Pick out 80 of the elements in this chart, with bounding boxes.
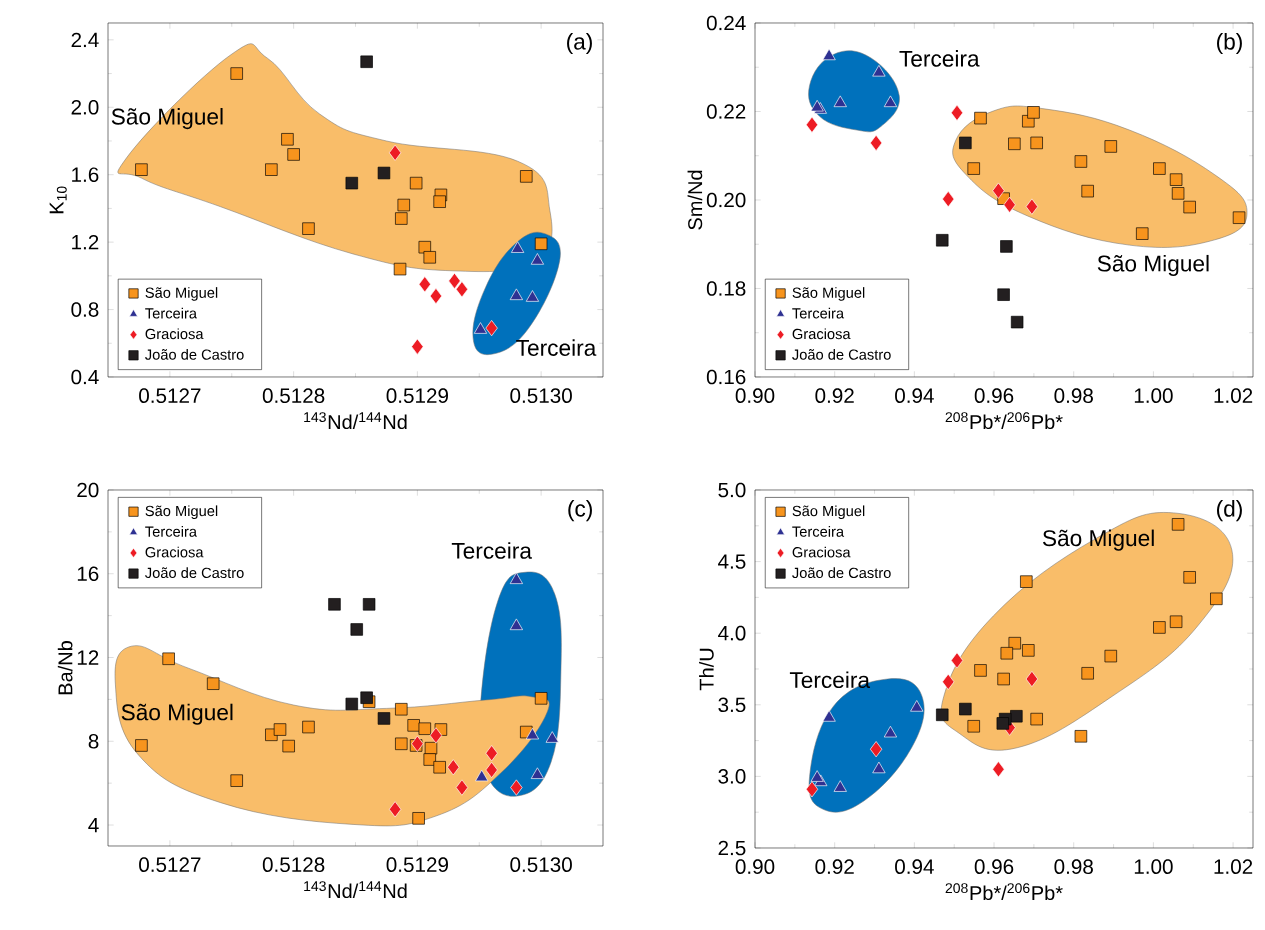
x-tick-label: 0.5127 [139, 388, 201, 403]
legend-label: Terceira [145, 526, 198, 537]
x-tick-label: 0.94 [895, 859, 934, 874]
y-tick-label: 0.4 [71, 369, 99, 385]
legend-label: Graciosa [792, 546, 851, 558]
x-tick-label: 0.92 [815, 859, 854, 874]
x-tick-label: 0.5127 [139, 857, 201, 872]
x-tick-label: 0.98 [1054, 859, 1093, 874]
x-tick-label: 1.02 [1214, 859, 1253, 874]
x-axis-title: $^{208}$Pb*/$^{206}$Pb* [945, 883, 1063, 901]
y-tick-label: 1.2 [72, 234, 99, 250]
x-tick-label: 1.00 [1134, 388, 1173, 403]
annotation: Terceira [516, 339, 597, 356]
y-tick-label: 2.4 [71, 32, 99, 48]
legend-label: Graciosa [145, 546, 204, 558]
legend-label: Terceira [792, 307, 845, 319]
y-axis-title: K$_{10}$ [49, 186, 67, 214]
y-tick-label: 3.0 [718, 769, 746, 784]
x-axis-title: $^{143}$Nd/$^{144}$Nd [304, 881, 407, 899]
legend-label: São Miguel [145, 505, 218, 520]
annotation: São Miguel [121, 703, 233, 725]
annotation: (d) [1217, 500, 1242, 522]
x-tick-label: 0.94 [895, 388, 934, 403]
y-axis-title: Sm/Nd [687, 170, 703, 230]
x-tick-label: 1.02 [1214, 388, 1253, 403]
x-tick-label: 0.96 [974, 388, 1014, 403]
y-tick-label: 16 [77, 566, 99, 582]
annotation: São Miguel [111, 108, 223, 130]
y-tick-label: 0.8 [71, 302, 99, 317]
y-axis-title: Th/U [699, 648, 714, 691]
y-axis-title: Ba/Nb [57, 641, 73, 695]
x-tick-label: 0.5130 [510, 857, 572, 872]
annotation: (a) [567, 33, 592, 55]
legend-label: São Miguel [145, 287, 218, 301]
y-tick-label: 4.0 [718, 625, 746, 641]
legend-label: Terceira [145, 307, 198, 319]
x-tick-label: 0.5128 [262, 388, 325, 403]
y-tick-label: 0.22 [706, 104, 746, 119]
legend-label: Graciosa [792, 328, 851, 340]
x-tick-label: 0.5129 [386, 857, 448, 872]
y-tick-label: 5.0 [718, 482, 746, 498]
legend-label: Graciosa [145, 328, 204, 340]
x-tick-label: 0.90 [735, 859, 775, 874]
annotation: Terceira [789, 671, 871, 689]
x-tick-label: 0.92 [815, 388, 854, 403]
x-tick-label: 0.5128 [262, 857, 325, 872]
legend-label: João de Castro [145, 567, 244, 579]
x-tick-label: 0.5130 [510, 388, 572, 403]
x-axis-title: $^{208}$Pb*/$^{206}$Pb* [945, 412, 1063, 430]
annotation: Terceira [899, 50, 980, 67]
legend-label: São Miguel [792, 505, 865, 520]
y-tick-label: 1.6 [72, 167, 99, 183]
annotation: (c) [568, 500, 592, 522]
legend-label: João de Castro [792, 349, 891, 360]
y-tick-label: 8 [88, 733, 99, 749]
annotation: São Miguel [1042, 529, 1154, 551]
y-tick-label: 2.0 [71, 99, 99, 115]
y-tick-label: 2.5 [718, 840, 746, 856]
x-tick-label: 0.96 [974, 859, 1014, 874]
y-tick-label: 0.16 [706, 369, 746, 385]
annotation: Terceira [451, 542, 532, 559]
y-tick-label: 12 [77, 650, 99, 665]
x-tick-label: 1.00 [1134, 859, 1173, 874]
y-tick-label: 0.20 [706, 192, 746, 208]
annotation: (b) [1217, 33, 1242, 55]
y-tick-label: 4 [88, 817, 99, 833]
x-axis-title: $^{143}$Nd/$^{144}$Nd [304, 412, 407, 430]
legend-label: Terceira [792, 526, 845, 537]
y-tick-label: 0.18 [706, 281, 746, 296]
y-tick-label: 4.5 [718, 554, 746, 569]
y-tick-label: 0.24 [706, 15, 746, 31]
legend-label: João de Castro [792, 567, 891, 579]
y-tick-label: 20 [77, 482, 99, 498]
x-tick-label: 0.90 [735, 388, 775, 403]
legend-label: São Miguel [792, 287, 865, 301]
annotation: São Miguel [1097, 254, 1209, 277]
legend-label: João de Castro [145, 349, 244, 360]
x-tick-label: 0.5129 [386, 388, 448, 403]
y-tick-label: 3.5 [718, 697, 746, 713]
x-tick-label: 0.98 [1054, 388, 1093, 403]
